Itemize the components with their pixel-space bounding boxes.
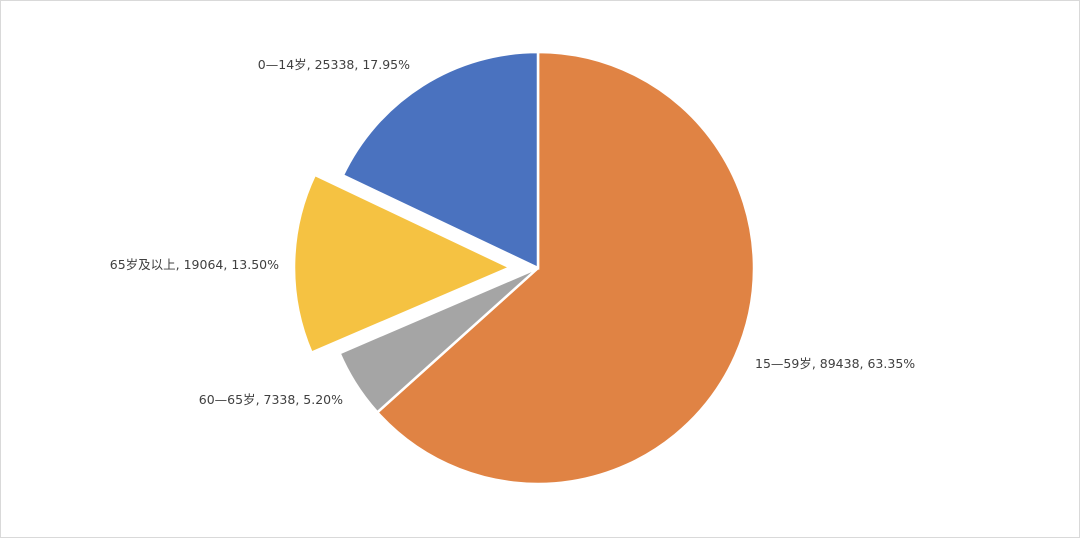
label-category: 15—59岁 (755, 356, 812, 371)
label-category: 0—14岁 (258, 57, 307, 72)
label-percent: 5.20% (303, 392, 343, 407)
label-value: 89438 (820, 356, 860, 371)
label-separator: , (256, 392, 264, 407)
pie-slice (337, 266, 539, 415)
label-separator: , (812, 356, 820, 371)
label-percent: 63.35% (867, 356, 915, 371)
label-separator: , (307, 57, 315, 72)
label-percent: 17.95% (362, 57, 410, 72)
data-label: 15—59岁, 89438, 63.35% (755, 356, 915, 371)
label-separator: , (354, 57, 362, 72)
data-label: 65岁及以上, 19064, 13.50% (110, 257, 279, 272)
label-separator: , (860, 356, 868, 371)
label-separator: , (295, 392, 303, 407)
pie-slice (292, 173, 514, 355)
label-percent: 13.50% (231, 257, 279, 272)
label-separator: , (176, 257, 184, 272)
label-value: 7338 (264, 392, 296, 407)
label-category: 65岁及以上 (110, 257, 176, 272)
data-label: 60—65岁, 7338, 5.20% (199, 392, 343, 407)
pie-slice (375, 50, 756, 486)
pie-slice (341, 50, 540, 270)
label-separator: , (223, 257, 231, 272)
data-label: 0—14岁, 25338, 17.95% (258, 57, 410, 72)
label-category: 60—65岁 (199, 392, 256, 407)
label-value: 25338 (315, 57, 355, 72)
label-value: 19064 (184, 257, 224, 272)
